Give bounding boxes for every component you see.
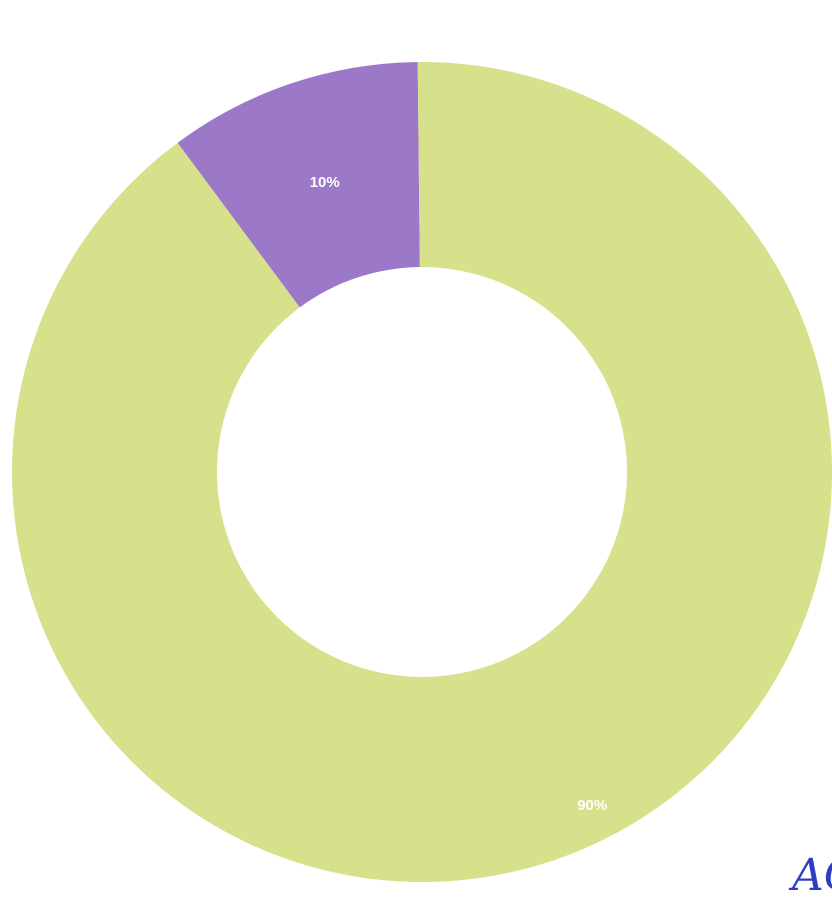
- labels-layer: 10% 90%: [310, 174, 608, 814]
- slice-label-90pct: 90%: [577, 797, 607, 814]
- handwritten-initials: AG: [788, 850, 832, 892]
- slice-label-10pct: 10%: [310, 174, 340, 191]
- donut-hole: [217, 267, 627, 677]
